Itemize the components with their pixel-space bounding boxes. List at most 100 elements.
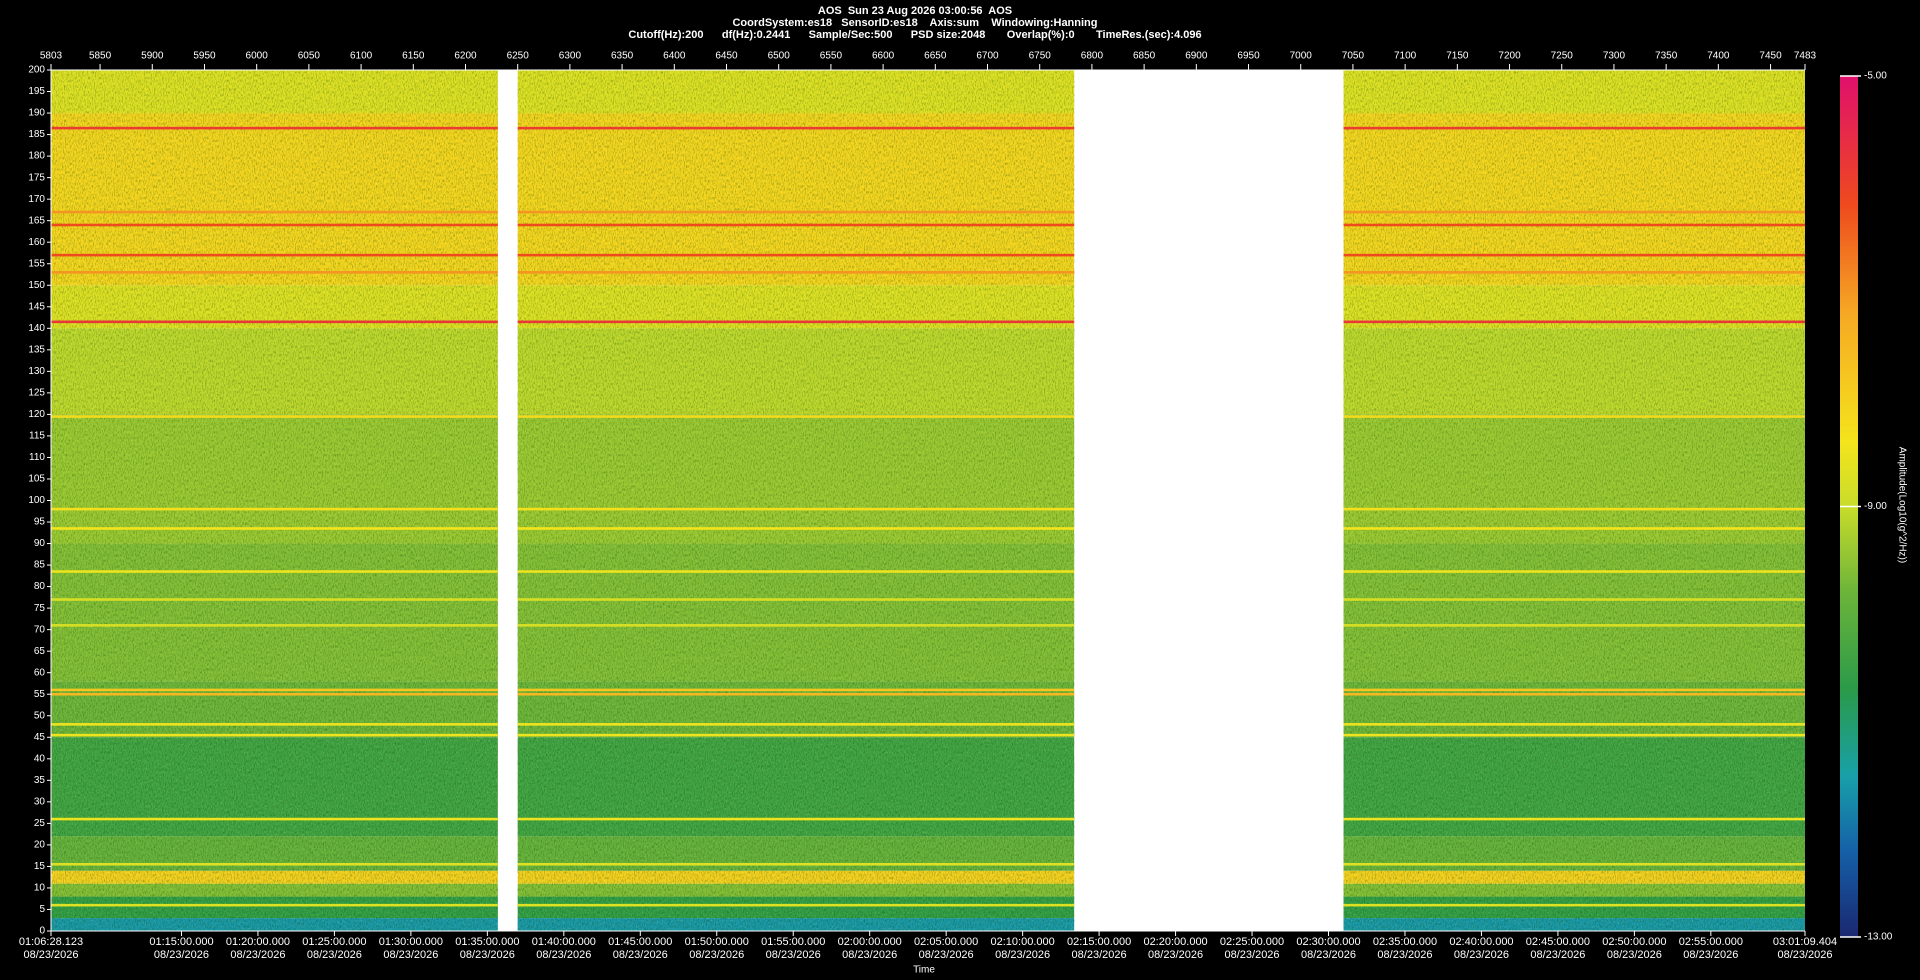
x-tick-label: 7450 xyxy=(1759,51,1782,62)
spectral-line xyxy=(51,624,498,627)
x-tick-label: 6000 xyxy=(246,51,269,62)
x2-tick-label: 02:05:00.000 08/23/2026 xyxy=(914,936,979,961)
y-tick-label: 135 xyxy=(28,344,45,355)
x-tick-label: 6100 xyxy=(350,51,373,62)
spectral-line xyxy=(517,271,1075,274)
y-tick-label: 200 xyxy=(28,65,45,76)
x-tick-label: 6150 xyxy=(402,51,425,62)
y-tick-label: 5 xyxy=(39,904,45,915)
x-tick-label: 6950 xyxy=(1237,51,1260,62)
y-tick-label: 25 xyxy=(34,818,46,829)
spectral-line xyxy=(51,210,498,214)
spectral-line xyxy=(1343,415,1805,418)
spectral-line xyxy=(1343,320,1805,324)
spectral-line xyxy=(1343,817,1805,821)
x2-tick-label: 03:01:09.404 08/23/2026 xyxy=(1772,936,1838,961)
spectral-line xyxy=(51,903,498,907)
spectral-line xyxy=(1343,507,1805,511)
y-tick-label: 95 xyxy=(34,517,46,528)
spectral-line xyxy=(51,223,498,227)
x-tick-label: 6200 xyxy=(454,51,477,62)
x2-tick-label: 01:25:00.000 08/23/2026 xyxy=(302,936,367,961)
x-tick-label: 7000 xyxy=(1290,51,1313,62)
y-tick-label: 0 xyxy=(39,926,45,937)
x-tick-label: 6800 xyxy=(1081,51,1104,62)
spectral-line xyxy=(517,570,1075,573)
spectral-line xyxy=(51,527,498,530)
y-tick-label: 130 xyxy=(28,366,45,377)
x2-tick-label: 02:25:00.000 08/23/2026 xyxy=(1219,936,1285,961)
x2-tick-label: 01:45:00.000 08/23/2026 xyxy=(608,936,673,961)
x2-tick-label: 01:20:00.000 08/23/2026 xyxy=(225,936,291,961)
spectral-line xyxy=(1343,253,1805,257)
x-tick-label: 5803 xyxy=(40,51,63,62)
y-tick-label: 85 xyxy=(34,560,46,571)
spectral-line xyxy=(1343,223,1805,227)
x-tick-label: 6650 xyxy=(924,51,947,62)
y-tick-label: 120 xyxy=(28,409,45,420)
spectral-line xyxy=(1343,723,1805,726)
y-tick-label: 180 xyxy=(28,151,45,162)
spectral-line xyxy=(1343,733,1805,737)
spectral-line xyxy=(517,733,1075,737)
spectral-line xyxy=(517,688,1075,692)
x2-tick-label: 01:55:00.000 08/23/2026 xyxy=(761,936,826,961)
chart-title: AOS Sun 23 Aug 2026 03:00:56 AOS xyxy=(817,5,1013,17)
spectral-line xyxy=(51,271,498,274)
y-tick-label: 30 xyxy=(34,796,46,807)
x-tick-label: 5900 xyxy=(141,51,164,62)
x2-tick-label: 02:00:00.000 08/23/2026 xyxy=(837,936,902,961)
y-tick-label: 60 xyxy=(34,667,46,678)
spectral-line xyxy=(517,320,1075,324)
spectral-line xyxy=(51,723,498,726)
y-tick-label: 10 xyxy=(34,883,46,894)
x-tick-label: 6450 xyxy=(715,51,738,62)
spectral-line xyxy=(517,126,1075,130)
y-tick-label: 75 xyxy=(34,603,46,614)
x-tick-label: 6050 xyxy=(298,51,321,62)
y-tick-label: 150 xyxy=(28,280,45,291)
spectral-line xyxy=(51,862,498,866)
y-tick-label: 45 xyxy=(34,732,46,743)
x2-tick-label: 01:30:00.000 08/23/2026 xyxy=(378,936,443,961)
y-tick-label: 155 xyxy=(28,258,45,269)
y-tick-label: 185 xyxy=(28,129,45,140)
x-tick-label: 7300 xyxy=(1603,51,1626,62)
y-tick-label: 35 xyxy=(34,775,46,786)
x2-tick-label: 02:35:00.000 08/23/2026 xyxy=(1372,936,1438,961)
y-tick-label: 50 xyxy=(34,710,46,721)
x-tick-label: 6750 xyxy=(1029,51,1052,62)
x2-tick-label: 01:40:00.000 08/23/2026 xyxy=(531,936,596,961)
texture xyxy=(1343,70,1805,931)
spectral-line xyxy=(1343,692,1805,696)
spectral-line xyxy=(51,320,498,324)
x-tick-label: 6350 xyxy=(611,51,634,62)
x2-tick-label: 01:06:28.123 08/23/2026 xyxy=(18,936,84,961)
colorbar-label: Amplitude(Log10(g^2/Hz)) xyxy=(1896,447,1907,563)
spectral-line xyxy=(1343,210,1805,214)
x-tick-label: 7483 xyxy=(1794,51,1817,62)
y-tick-label: 160 xyxy=(28,237,45,248)
x-tick-label: 7200 xyxy=(1498,51,1521,62)
colorbar-tick-label: -5.00 xyxy=(1864,71,1887,82)
spectral-line xyxy=(517,903,1075,907)
x-tick-label: 6700 xyxy=(976,51,999,62)
x-tick-label: 7400 xyxy=(1707,51,1730,62)
y-tick-label: 125 xyxy=(28,388,45,399)
x-tick-label: 6400 xyxy=(663,51,686,62)
y-tick-label: 100 xyxy=(28,495,45,506)
y-tick-label: 70 xyxy=(34,624,46,635)
x-tick-label: 7050 xyxy=(1342,51,1365,62)
x-tick-label: 7250 xyxy=(1551,51,1574,62)
y-tick-label: 105 xyxy=(28,474,45,485)
x2-tick-label: 02:50:00.000 08/23/2026 xyxy=(1602,936,1667,961)
y-tick-label: 175 xyxy=(28,172,45,183)
y-tick-label: 110 xyxy=(29,452,45,463)
x-tick-label: 6600 xyxy=(872,51,895,62)
spectral-line xyxy=(51,692,498,696)
x-tick-label: 7100 xyxy=(1394,51,1417,62)
spectral-line xyxy=(1343,598,1805,601)
spectral-line xyxy=(1343,903,1805,907)
spectral-line xyxy=(51,507,498,511)
